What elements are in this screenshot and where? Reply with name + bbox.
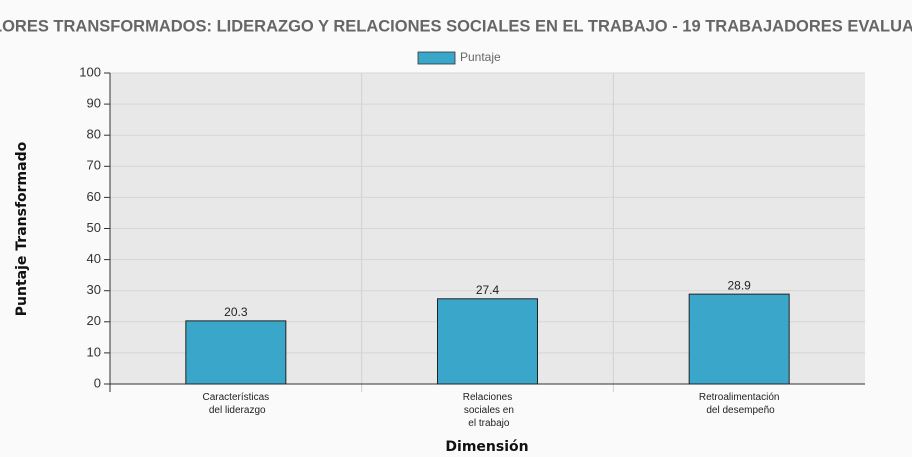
bar	[688, 293, 790, 385]
x-tick-label: Relaciones sociales en el trabajo	[461, 392, 514, 429]
legend-label: Puntaje	[460, 50, 501, 64]
y-tick-label: 10	[87, 344, 101, 359]
y-tick-label: 70	[87, 158, 101, 173]
y-tick-label: 0	[94, 375, 101, 390]
y-tick-label: 20	[87, 313, 101, 328]
y-tick-label: 50	[87, 220, 101, 235]
y-tick-label: 40	[87, 251, 101, 266]
x-tick-label: Características del liderazgo	[202, 392, 269, 416]
legend-swatch	[417, 51, 456, 65]
x-tick-label: Retroalimentación del desempeño	[699, 392, 780, 416]
chart-title: VALORES TRANSFORMADOS: LIDERAZGO Y RELAC…	[0, 17, 912, 35]
bar	[185, 320, 287, 385]
y-axis-label: Puntaje Transformado	[14, 141, 30, 316]
data-label: 28.9	[727, 278, 751, 292]
bar	[437, 298, 538, 385]
data-label: 20.3	[224, 305, 248, 319]
y-tick-label: 100	[79, 64, 101, 79]
data-label: 27.4	[476, 283, 500, 297]
y-tick-label: 80	[87, 127, 101, 142]
y-tick-label: 90	[87, 96, 101, 111]
y-tick-label: 30	[87, 282, 101, 297]
y-tick-label: 60	[87, 189, 101, 204]
x-axis-label: Dimensión	[445, 439, 528, 455]
